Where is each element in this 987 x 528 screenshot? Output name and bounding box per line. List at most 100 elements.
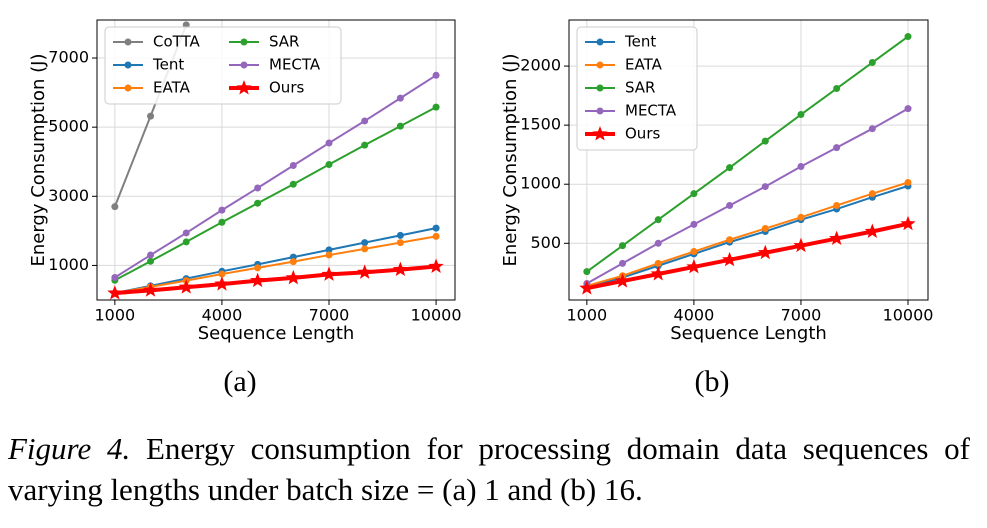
- marker: [147, 112, 155, 120]
- series-line: [114, 74, 437, 279]
- legend-label: Ours: [625, 125, 660, 143]
- x-tick-label: 1000: [94, 306, 135, 325]
- x-axis-label: Sequence Length: [670, 323, 827, 344]
- star-marker: [686, 258, 702, 274]
- marker: [904, 178, 912, 186]
- x-axis-label: Sequence Length: [198, 323, 355, 344]
- legend-label: MECTA: [625, 102, 677, 120]
- marker: [432, 232, 440, 240]
- marker: [761, 183, 769, 191]
- marker: [833, 85, 841, 93]
- series-line: [586, 35, 909, 273]
- x-tick-label: 7000: [309, 306, 350, 325]
- marker: [182, 229, 190, 237]
- legend-label: EATA: [625, 56, 663, 74]
- marker: [654, 239, 662, 247]
- marker: [432, 224, 440, 232]
- star-marker: [721, 251, 738, 267]
- star-marker: [214, 276, 230, 291]
- marker: [289, 162, 297, 170]
- marker: [254, 199, 262, 207]
- marker: [868, 190, 876, 198]
- legend-marker: [596, 84, 604, 92]
- legend-label: MECTA: [269, 56, 321, 74]
- marker: [833, 201, 841, 209]
- y-tick-label: 1000: [48, 255, 89, 274]
- marker: [147, 251, 155, 259]
- series-line: [586, 107, 909, 285]
- legend-box: [576, 26, 698, 151]
- legend-star: [236, 80, 252, 95]
- x-tick-label: 1000: [566, 306, 607, 325]
- marker: [289, 180, 297, 188]
- subcaption: (b): [695, 365, 730, 398]
- y-tick-label: 2000: [520, 56, 561, 75]
- marker: [868, 125, 876, 133]
- marker: [583, 268, 591, 276]
- star-marker: [864, 223, 880, 238]
- marker: [396, 239, 404, 247]
- y-tick-label: 1500: [520, 115, 561, 134]
- legend-label: Ours: [269, 79, 304, 97]
- marker: [361, 117, 369, 125]
- star-marker: [178, 279, 194, 294]
- marker: [325, 139, 333, 147]
- subcaption: (a): [223, 365, 256, 398]
- legend-label: CoTTA: [153, 33, 201, 51]
- marker: [218, 218, 226, 226]
- marker: [690, 190, 698, 198]
- legend-label: EATA: [153, 79, 191, 97]
- marker: [619, 242, 627, 250]
- star-marker: [107, 285, 123, 300]
- series-line: [114, 264, 437, 296]
- plot-area: [579, 33, 916, 295]
- y-tick-label: 500: [530, 233, 561, 252]
- figure: 1000 3000 5000 7000 1000 4000 7000 10000 Sequenc…: [28, 19, 933, 398]
- caption-text: Energy consumption for processing domain…: [8, 431, 970, 507]
- x-tick-label: 7000: [781, 306, 822, 325]
- marker: [726, 236, 734, 244]
- legend-label: SAR: [625, 79, 655, 97]
- x-tick-label: 4000: [202, 306, 243, 325]
- series-line: [114, 227, 437, 295]
- y-tick-label: 3000: [48, 186, 89, 205]
- caption: Figure 4. Energy consumption for process…: [8, 428, 970, 510]
- star-marker: [285, 269, 301, 285]
- marker: [147, 257, 155, 265]
- marker: [289, 258, 297, 266]
- marker: [361, 141, 369, 149]
- y-tick-label: 1000: [520, 174, 561, 193]
- legend-marker: [596, 61, 604, 69]
- series-line: [586, 221, 909, 291]
- plot-frame: [568, 19, 929, 301]
- star-marker: [757, 244, 773, 260]
- legend-marker: [124, 61, 132, 69]
- series-line: [114, 235, 437, 295]
- star-marker: [650, 266, 666, 281]
- star-marker: [321, 266, 337, 281]
- marker: [797, 111, 805, 119]
- legend-marker: [596, 38, 604, 46]
- marker: [254, 264, 262, 272]
- legend-star: [592, 126, 608, 141]
- legend-marker: [596, 107, 604, 115]
- marker: [761, 137, 769, 145]
- star-marker: [793, 237, 809, 253]
- marker: [690, 220, 698, 228]
- caption-label: Figure 4.: [8, 431, 131, 466]
- marker: [833, 144, 841, 152]
- star-marker: [250, 272, 266, 288]
- marker: [218, 206, 226, 214]
- x-tick-label: 10000: [411, 306, 462, 325]
- star-marker: [357, 264, 373, 279]
- marker: [218, 270, 226, 278]
- marker: [726, 164, 734, 172]
- plot-frame: [96, 19, 456, 301]
- y-axis-label: Energy Consumption (J): [28, 53, 49, 266]
- marker: [182, 238, 190, 246]
- legend-box: [104, 26, 342, 105]
- marker: [904, 33, 912, 41]
- marker: [868, 59, 876, 67]
- marker: [111, 274, 119, 282]
